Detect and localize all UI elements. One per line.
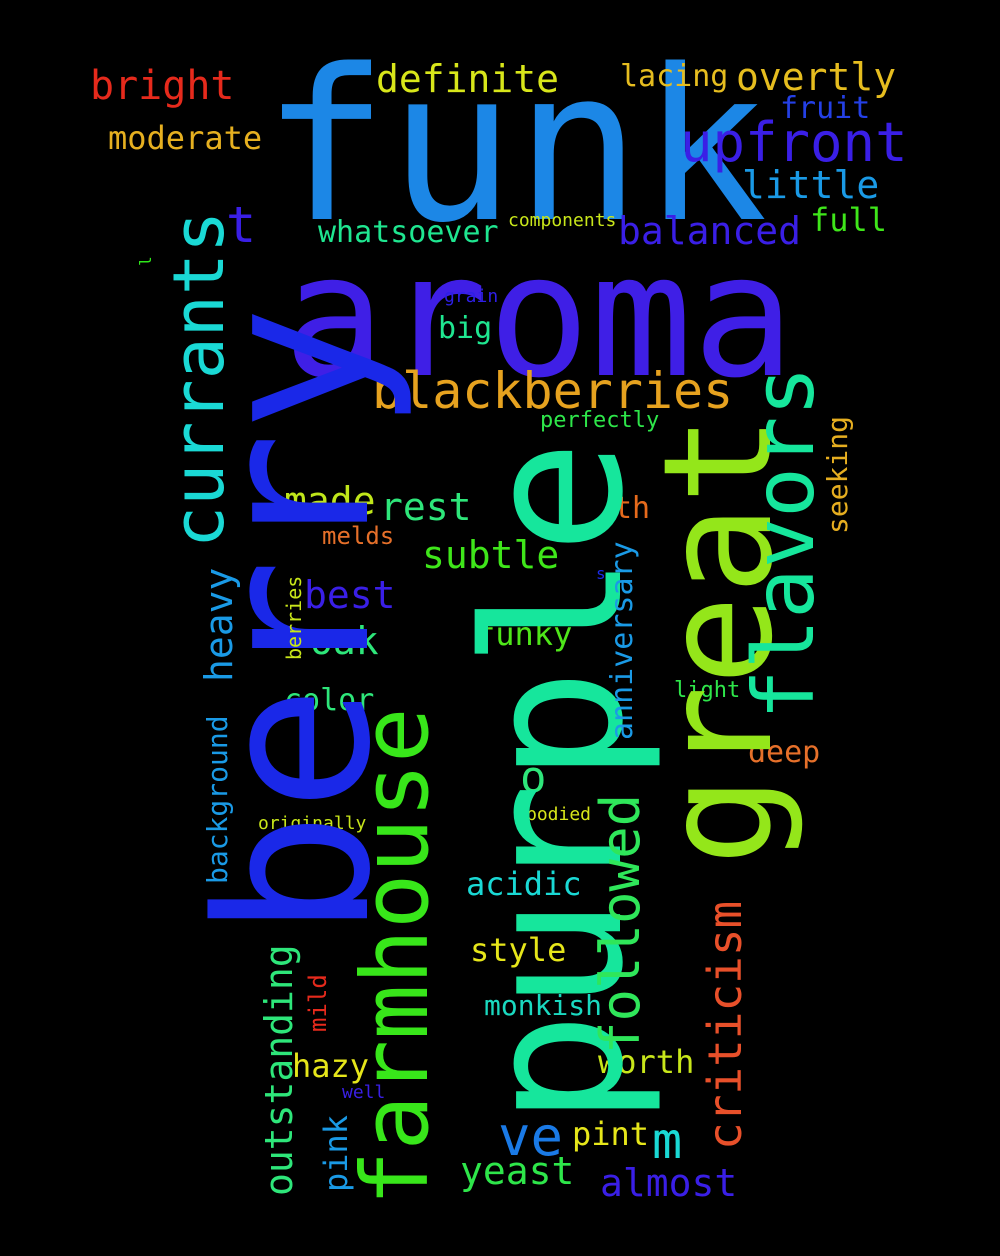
word-whatsoever: whatsoever [318, 215, 499, 250]
word-melds: melds [322, 522, 395, 550]
word-perfectly: perfectly [540, 408, 660, 433]
word-bodied: bodied [526, 804, 592, 825]
word-acidic: acidic [466, 865, 582, 903]
word-anniversary: anniversary [605, 541, 640, 740]
word-lacing: lacing [620, 59, 729, 94]
word-oak: oak [310, 619, 379, 663]
word-outstanding: outstanding [257, 944, 301, 1196]
word-m: m [652, 1112, 683, 1170]
word-full: full [810, 201, 888, 239]
word-criticism: criticism [698, 900, 752, 1150]
word-background: background [201, 715, 234, 884]
word-monkish: monkish [484, 989, 603, 1022]
word-grain: grain [444, 286, 499, 307]
word-blackberries: blackberries [372, 362, 734, 420]
word-almost: almost [600, 1161, 738, 1205]
word-funky: funky [476, 615, 573, 653]
word-definite: definite [376, 57, 560, 101]
word-o: o [520, 752, 547, 803]
word-pink: pink [317, 1114, 355, 1192]
word-best: best [304, 573, 396, 617]
word-rest: rest [380, 485, 472, 529]
word-big: big [438, 311, 493, 346]
word-subtle: subtle [422, 533, 560, 577]
word-color: color [284, 683, 375, 718]
word-balanced: balanced [618, 209, 802, 253]
word-ve: ve [498, 1105, 564, 1168]
word-upfront: upfront [680, 111, 908, 174]
word-light: light [674, 678, 741, 703]
word-worth: worth [598, 1043, 695, 1081]
word-made: made [284, 479, 376, 523]
word-l: l [136, 256, 155, 266]
word-mild: mild [304, 974, 332, 1032]
word-aroma: aroma [283, 218, 795, 416]
word-followed: followed [589, 793, 652, 1054]
word-currants: currants [158, 210, 240, 548]
word-s: s [596, 564, 606, 583]
word-fruit: fruit [780, 91, 871, 126]
word-well: well [342, 1082, 386, 1103]
word-seeking: seeking [821, 415, 854, 534]
word-yeast: yeast [460, 1149, 575, 1193]
word-little: little [742, 163, 880, 207]
word-bright: bright [90, 63, 235, 109]
word-hazy: hazy [292, 1047, 370, 1085]
word-style: style [470, 931, 567, 969]
word-deep: deep [748, 735, 821, 770]
word-components: components [508, 210, 617, 231]
word-pint: pint [572, 1115, 650, 1153]
word-t: t [226, 196, 257, 254]
word-heavy: heavy [197, 567, 241, 682]
word-berries: berries [282, 575, 306, 660]
word-th: th [614, 491, 651, 526]
word-originally: originally [258, 813, 367, 834]
word-overtly: overtly [736, 55, 897, 99]
word-farmhouse: farmhouse [342, 707, 449, 1207]
word-flavors: flavors [735, 365, 833, 720]
word-funk: funk [262, 24, 768, 269]
word-moderate: moderate [108, 119, 263, 157]
